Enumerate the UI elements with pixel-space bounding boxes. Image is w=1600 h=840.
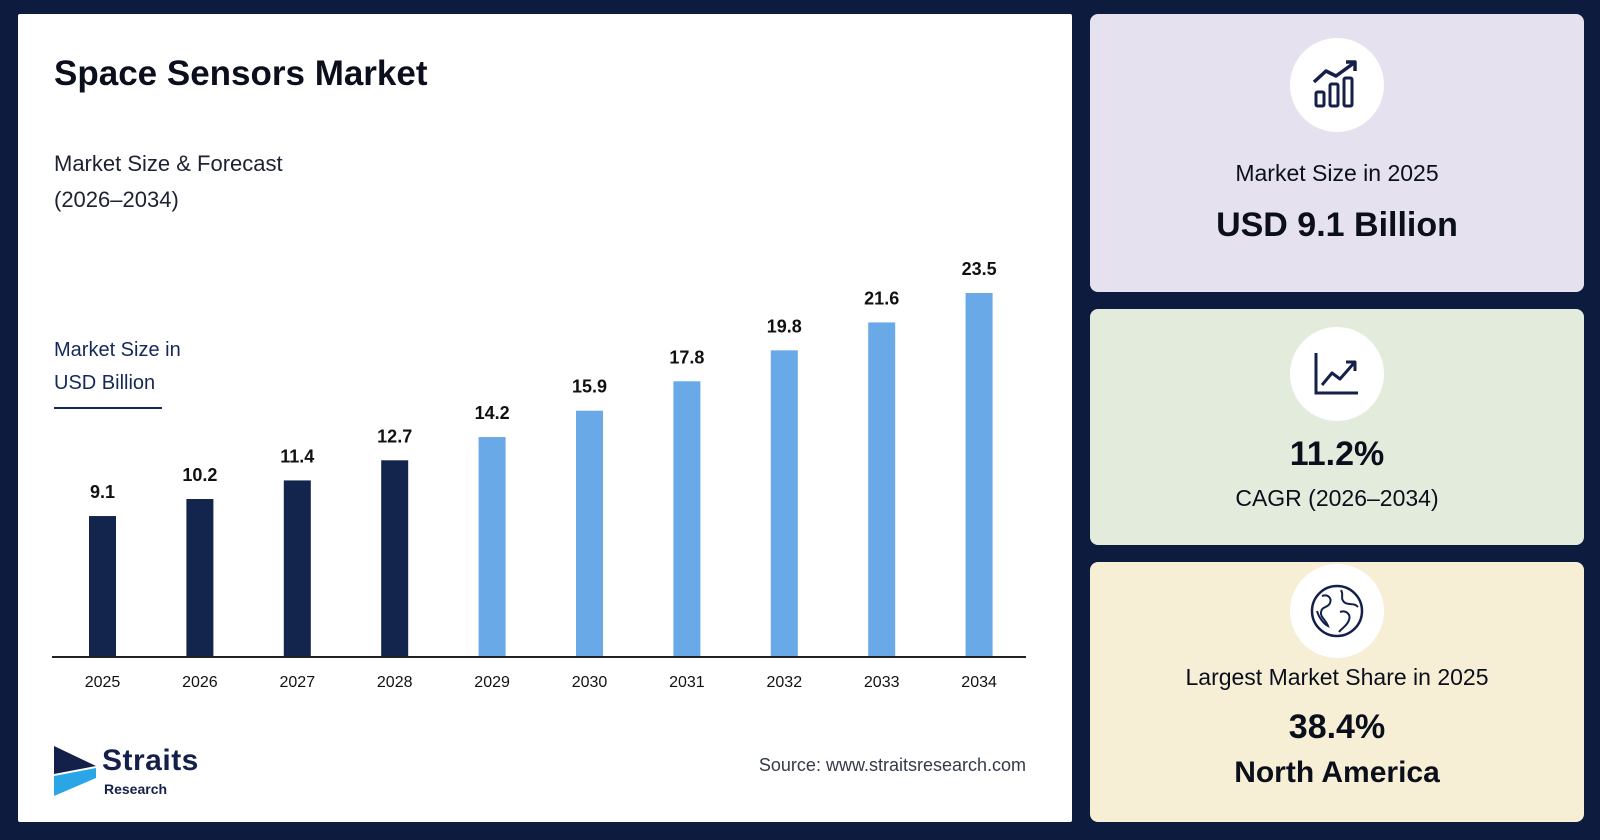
value-label-2025: 9.1 (90, 482, 115, 502)
y-axis-label: Market Size in USD Billion (54, 334, 181, 400)
bar-2026 (186, 499, 214, 657)
x-tick-2027: 2027 (280, 674, 316, 691)
logo-name: Straits (102, 744, 199, 777)
value-label-2026: 10.2 (182, 465, 217, 485)
x-tick-2028: 2028 (377, 674, 413, 691)
straits-logo[interactable]: Straits Research (52, 744, 222, 802)
x-tick-2026: 2026 (182, 674, 218, 691)
bar-2031 (673, 381, 701, 657)
x-tick-2034: 2034 (961, 674, 997, 691)
unit-underline (54, 407, 162, 409)
x-tick-2031: 2031 (669, 674, 705, 691)
market-size-card: Market Size in 2025 USD 9.1 Billion (1090, 14, 1584, 292)
value-label-2034: 23.5 (962, 259, 997, 279)
bar-chart-up-icon (1312, 60, 1357, 108)
bar-2025 (89, 516, 116, 657)
bar-2034 (965, 293, 993, 657)
bar-2033 (868, 322, 896, 657)
market-share-card: Largest Market Share in 2025 38.4% North… (1090, 562, 1584, 822)
bar-chart: 9.110.211.412.714.215.917.819.821.623.5 … (52, 259, 1026, 691)
market-size-label: Market Size in 2025 (1235, 160, 1439, 186)
unit-line-2: USD Billion (54, 372, 156, 394)
bar-2030 (576, 410, 603, 657)
value-labels-group: 9.1 10.2 11.4 12.7 14.2 15.9 17.8 19.8 21.6 23.5 (90, 259, 997, 502)
bar-2032 (770, 350, 798, 657)
bars-group (89, 293, 993, 657)
value-label-2029: 14.2 (475, 403, 510, 423)
chart-subtitle: Market Size & Forecast (2026–2034) (54, 146, 283, 218)
x-tick-2033: 2033 (864, 674, 900, 691)
globe-icon (1310, 584, 1364, 638)
subtitle-line-2: (2026–2034) (54, 187, 179, 212)
bar-2027 (283, 480, 311, 657)
value-label-2028: 12.7 (377, 426, 412, 446)
x-tick-2025: 2025 (85, 674, 121, 691)
market-size-value: USD 9.1 Billion (1216, 206, 1458, 244)
value-label-2027: 11.4 (280, 446, 314, 466)
cagr-card: 11.2% CAGR (2026–2034) (1090, 309, 1584, 545)
page-title: Space Sensors Market (54, 54, 428, 93)
x-tick-2030: 2030 (572, 674, 608, 691)
x-tick-2029: 2029 (474, 674, 510, 691)
icon-circle (1290, 38, 1384, 132)
unit-line-1: Market Size in (54, 339, 181, 361)
subtitle-line-1: Market Size & Forecast (54, 151, 283, 176)
logo-mark-icon (54, 746, 96, 796)
value-label-2031: 17.8 (669, 347, 704, 367)
logo-subname: Research (104, 781, 168, 797)
x-tick-2032: 2032 (767, 674, 803, 691)
x-tick-labels-group: 2025 2026 2027 2028 2029 2030 2031 2032 2033 2034 (85, 674, 997, 691)
source-text: Source: www.straitsresearch.com (758, 755, 1026, 775)
cagr-value: 11.2% (1289, 435, 1385, 473)
share-value: 38.4% (1288, 708, 1386, 746)
bar-2028 (381, 460, 409, 657)
line-chart-icon (1314, 353, 1358, 395)
cagr-label: CAGR (2026–2034) (1235, 485, 1439, 511)
share-region: North America (1234, 756, 1440, 789)
value-label-2033: 21.6 (864, 288, 899, 308)
value-label-2030: 15.9 (572, 377, 607, 397)
icon-circle (1290, 564, 1384, 658)
value-label-2032: 19.8 (767, 316, 802, 336)
chart-panel: Space Sensors Market Market Size & Forec… (18, 14, 1072, 822)
icon-circle (1290, 327, 1384, 421)
share-label: Largest Market Share in 2025 (1185, 664, 1489, 690)
bar-2029 (478, 437, 506, 657)
